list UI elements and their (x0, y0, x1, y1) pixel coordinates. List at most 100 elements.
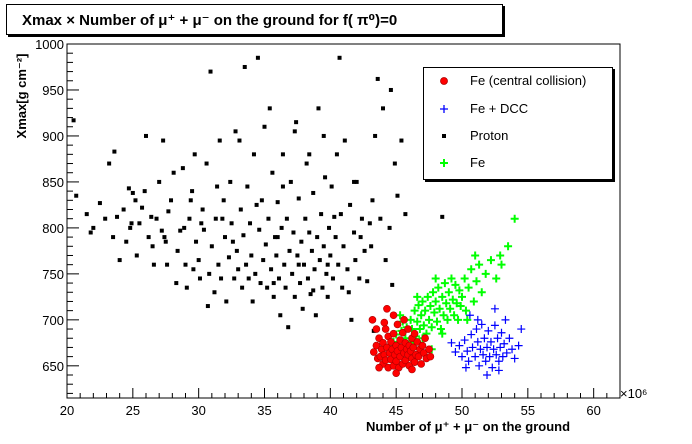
proton-point (228, 179, 233, 184)
proton-point (124, 239, 129, 244)
fe-central-point (389, 311, 398, 320)
proton-point (354, 179, 359, 184)
proton-point (321, 133, 326, 138)
proton-point (287, 248, 292, 253)
fe-point (396, 311, 405, 320)
proton-point (180, 166, 185, 171)
proton-point (403, 212, 408, 217)
proton-point (213, 216, 218, 221)
fe-point (417, 311, 426, 320)
fe-central-point (389, 329, 398, 338)
legend: Fe (central collision) Fe + DCC Proton F… (423, 67, 613, 180)
fe-dcc-point (467, 330, 476, 339)
proton-point (161, 138, 166, 143)
proton-point (387, 225, 392, 230)
fe-point (496, 251, 505, 260)
fe-central-point (414, 352, 423, 361)
fe-point (413, 317, 422, 326)
fe-dcc-point (488, 363, 497, 372)
proton-point (369, 244, 374, 249)
proton-point (91, 225, 96, 230)
fe-point (435, 304, 444, 313)
fe-dcc-point (475, 361, 484, 370)
y-tick-label: 700 (42, 313, 64, 328)
fe-point (460, 274, 469, 283)
proton-point (353, 258, 358, 263)
fe-central-point (425, 345, 433, 354)
proton-point (251, 152, 256, 157)
proton-point (134, 253, 139, 258)
fe-point (472, 277, 481, 286)
proton-point (150, 244, 155, 249)
fe-dcc-point (497, 328, 506, 337)
fe-central-point (404, 325, 412, 333)
proton-point (220, 216, 225, 221)
proton-point (313, 313, 318, 318)
y-tick-label: 900 (42, 129, 64, 144)
proton-point (282, 262, 287, 267)
proton-point (130, 190, 135, 195)
proton-point (358, 235, 363, 240)
fe-point (442, 299, 451, 308)
fe-dcc-point (508, 345, 517, 354)
proton-point (365, 279, 370, 284)
proton-point (74, 193, 79, 198)
proton-point (325, 262, 330, 267)
proton-point (149, 214, 154, 219)
fe-point (448, 295, 457, 304)
fe-point (497, 260, 506, 269)
proton-point (133, 198, 138, 203)
proton-point (337, 55, 342, 60)
x-tick-label: 50 (455, 403, 469, 418)
fe-point (429, 288, 438, 297)
proton-point (217, 138, 222, 143)
proton-point (253, 271, 258, 276)
plus-marker-icon (440, 105, 448, 113)
fe-point (419, 321, 428, 330)
fe-central-point (375, 363, 383, 372)
square-marker-icon (442, 134, 446, 138)
proton-point (126, 186, 131, 191)
proton-point (234, 248, 239, 253)
proton-point (325, 294, 330, 299)
proton-point (378, 216, 383, 221)
proton-point (292, 294, 297, 299)
fe-central-point (393, 320, 402, 329)
fe-central-point (408, 365, 416, 374)
proton-point (242, 64, 247, 69)
proton-point (275, 200, 280, 205)
proton-point (205, 304, 210, 309)
proton-point (270, 170, 275, 175)
proton-point (321, 244, 326, 249)
fe-dcc-point (498, 352, 507, 361)
proton-point (317, 258, 322, 263)
proton-point (157, 179, 162, 184)
proton-point (280, 152, 285, 157)
proton-point (188, 198, 193, 203)
proton-point (298, 281, 303, 286)
proton-point (209, 244, 214, 249)
proton-point (111, 235, 116, 240)
legend-item-fe-dcc: Fe + DCC (424, 98, 612, 122)
proton-point (305, 276, 310, 281)
proton-point (171, 170, 176, 175)
proton-point (342, 138, 347, 143)
proton-point (175, 248, 180, 253)
proton-point (327, 225, 332, 230)
fe-dcc-point (480, 334, 489, 343)
fe-point (454, 315, 463, 324)
proton-point (276, 276, 281, 281)
x-tick-label: 40 (323, 403, 337, 418)
x-tick-label: 55 (521, 403, 535, 418)
y-tick-label: 1000 (35, 37, 64, 52)
proton-point (295, 253, 300, 258)
fe-dcc-point (473, 315, 482, 324)
proton-point (129, 221, 134, 226)
proton-point (330, 276, 335, 281)
proton-point (190, 189, 195, 194)
fe-central-point (392, 369, 400, 377)
fe-dcc-point (481, 357, 490, 366)
proton-point (238, 207, 243, 212)
chart-title: Xmax × Number of μ⁺ + μ⁻ on the ground f… (22, 12, 398, 29)
proton-point (144, 133, 148, 138)
